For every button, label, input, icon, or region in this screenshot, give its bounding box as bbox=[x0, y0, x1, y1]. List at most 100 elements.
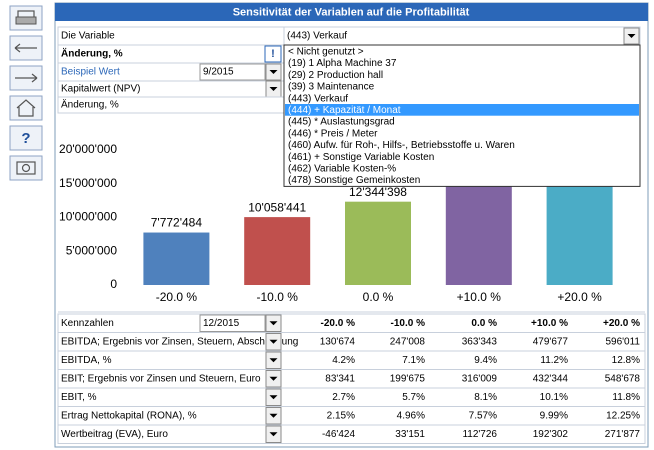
bar bbox=[244, 217, 311, 285]
dropdown-item[interactable]: (478) Sonstige Gemeinkosten bbox=[288, 175, 420, 186]
date-field[interactable] bbox=[199, 63, 266, 81]
selected-highlight bbox=[285, 104, 639, 116]
date-value: 9/2015 bbox=[203, 67, 234, 78]
x-tick-label: +20.0 % bbox=[557, 290, 602, 304]
table-row bbox=[57, 424, 646, 444]
table-value: 247'008 bbox=[390, 336, 426, 347]
table-value: 9.99% bbox=[540, 410, 568, 421]
table-value: 12.8% bbox=[612, 355, 640, 366]
x-tick-label: -10.0 % bbox=[257, 290, 299, 304]
panel-title: Sensitivität der Variablen auf die Profi… bbox=[233, 6, 470, 18]
table-value: 8.1% bbox=[474, 392, 497, 403]
table-value: 2.7% bbox=[332, 392, 355, 403]
dropdown-arrow bbox=[269, 87, 278, 91]
bar bbox=[445, 186, 512, 285]
value-label: 7'772'484 bbox=[151, 216, 203, 230]
column-header: +20.0 % bbox=[603, 318, 640, 329]
dropdown-item[interactable]: (461) + Sonstige Variable Kosten bbox=[288, 152, 434, 163]
y-tick-label: 0 bbox=[110, 277, 117, 291]
dropdown-item[interactable]: (445) * Auslastungsgrad bbox=[288, 117, 395, 128]
table-value: 4.2% bbox=[332, 355, 355, 366]
bar bbox=[143, 232, 210, 285]
table-value: 33'151 bbox=[395, 429, 425, 440]
row-label: Wertbeitrag (EVA), Euro bbox=[61, 429, 168, 440]
dropdown-arrow bbox=[269, 395, 278, 400]
table-value: 10.1% bbox=[540, 392, 568, 403]
dropdown-item[interactable]: (444) + Kapazität / Monat bbox=[288, 105, 401, 116]
row-label: Kennzahlen bbox=[61, 318, 114, 329]
column-header: -20.0 % bbox=[321, 318, 356, 329]
table-value: -46'424 bbox=[322, 429, 355, 440]
table-value: 11.2% bbox=[540, 355, 568, 366]
column-header: 0.0 % bbox=[471, 318, 497, 329]
table-value: 271'877 bbox=[605, 429, 641, 440]
table-value: 112'726 bbox=[462, 429, 497, 440]
alert-icon: ! bbox=[271, 48, 275, 60]
label: Beispiel Wert bbox=[61, 67, 120, 78]
dropdown-arrow bbox=[269, 432, 278, 437]
dropdown-item[interactable]: (443) Verkauf bbox=[288, 93, 348, 104]
label: Änderung, % bbox=[61, 47, 123, 60]
table-value: 548'678 bbox=[605, 373, 641, 384]
table-value: 479'677 bbox=[533, 336, 569, 347]
dropdown-arrow bbox=[269, 339, 278, 344]
table-value: 4.96% bbox=[397, 410, 425, 421]
value-label: 12'344'398 bbox=[349, 185, 407, 199]
row-label: EBITDA, % bbox=[61, 355, 112, 366]
forward-button[interactable] bbox=[9, 65, 43, 91]
dropdown-item[interactable]: (462) Variable Kosten-% bbox=[288, 163, 396, 174]
column-header: -10.0 % bbox=[391, 318, 426, 329]
x-tick-label: 0.0 % bbox=[363, 290, 394, 304]
print-button[interactable] bbox=[9, 5, 43, 31]
table-value: 316'009 bbox=[462, 373, 498, 384]
help-icon: ? bbox=[21, 130, 30, 147]
camera-button[interactable] bbox=[9, 155, 43, 181]
row-label: EBITDA; Ergebnis vor Zinsen, Steuern, Ab… bbox=[61, 336, 298, 347]
dropdown-arrow bbox=[627, 34, 636, 38]
dropdown-item[interactable]: (39) 3 Maintenance bbox=[288, 82, 375, 93]
label: Änderung, % bbox=[61, 99, 119, 111]
value-label: 10'058'441 bbox=[248, 200, 306, 214]
table-value: 5.7% bbox=[402, 392, 425, 403]
table-value: 192'302 bbox=[533, 429, 569, 440]
dropdown-arrow bbox=[269, 70, 278, 74]
table-value: 9.4% bbox=[474, 355, 497, 366]
table-value: 2.15% bbox=[327, 410, 355, 421]
dropdown-value: (443) Verkauf bbox=[287, 31, 347, 42]
title-bar bbox=[55, 3, 648, 21]
kpi-value: Kapitalwert (NPV) bbox=[61, 84, 140, 95]
home-button[interactable] bbox=[9, 95, 43, 121]
dropdown-arrow bbox=[269, 358, 278, 363]
dropdown-arrow bbox=[269, 413, 278, 418]
table-value: 11.8% bbox=[612, 392, 640, 403]
y-tick-label: 5'000'000 bbox=[66, 243, 118, 257]
x-tick-label: -20.0 % bbox=[156, 290, 198, 304]
row-label: Ertrag Nettokapital (RONA), % bbox=[61, 410, 197, 421]
table-value: 7.1% bbox=[402, 355, 425, 366]
x-tick-label: +10.0 % bbox=[457, 290, 502, 304]
bar bbox=[546, 170, 613, 285]
dropdown-item[interactable]: (29) 2 Production hall bbox=[288, 70, 383, 81]
sidebar: ? bbox=[9, 5, 43, 181]
dropdown-item[interactable]: (446) * Preis / Meter bbox=[288, 128, 378, 139]
dropdown-item[interactable]: (19) 1 Alpha Machine 37 bbox=[288, 58, 397, 69]
help-button[interactable]: ? bbox=[9, 125, 43, 151]
table-value: 432'344 bbox=[533, 373, 569, 384]
table-value: 12.25% bbox=[606, 410, 640, 421]
table-value: 83'341 bbox=[325, 373, 355, 384]
table-value: 363'343 bbox=[462, 336, 498, 347]
alert-button[interactable] bbox=[264, 45, 282, 63]
dropdown-item[interactable]: (460) Aufw. für Roh-, Hilfs-, Betriebsst… bbox=[288, 140, 515, 151]
date-field[interactable] bbox=[199, 314, 266, 332]
dropdown-arrow bbox=[269, 321, 278, 326]
row-label: EBIT, % bbox=[61, 392, 97, 403]
table-value: 130'674 bbox=[320, 336, 356, 347]
table-value: 596'011 bbox=[605, 336, 640, 347]
column-header: +10.0 % bbox=[531, 318, 568, 329]
label: Die Variable bbox=[61, 31, 115, 42]
date-value: 12/2015 bbox=[203, 318, 240, 329]
back-button[interactable] bbox=[9, 35, 43, 61]
dropdown-item[interactable]: < Nicht genutzt > bbox=[288, 46, 364, 57]
